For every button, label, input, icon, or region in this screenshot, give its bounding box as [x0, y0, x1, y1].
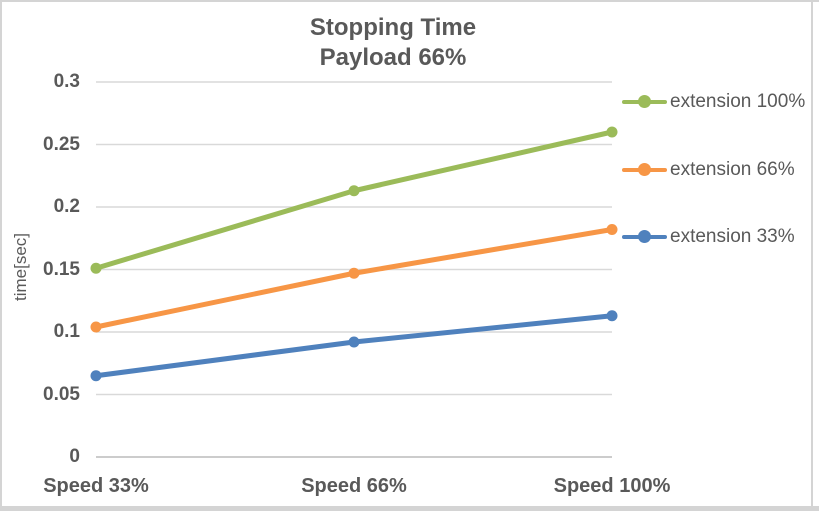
legend-item-extension-100: extension 100% — [622, 89, 805, 115]
legend-item-extension-66: extension 66% — [622, 157, 795, 183]
legend-label: extension 100% — [670, 91, 806, 112]
legend-line-marker-icon — [622, 157, 667, 183]
legend-line-marker-icon — [622, 224, 667, 250]
data-point-marker — [90, 262, 102, 274]
data-point-marker — [606, 310, 618, 322]
data-point-marker — [606, 224, 618, 235]
x-category-label: Speed 100% — [553, 475, 671, 497]
legend-label: extension 66% — [670, 158, 795, 180]
y-tick-label: 0 — [69, 446, 80, 467]
y-tick-label: 0.1 — [53, 321, 80, 342]
y-tick-label: 0.05 — [43, 383, 80, 405]
legend-line-marker-icon — [622, 89, 667, 115]
x-category-label: Speed 66% — [301, 475, 407, 497]
legend-marker-dot — [638, 95, 651, 108]
x-category-label: Speed 33% — [43, 475, 149, 497]
legend-marker-dot — [638, 162, 651, 176]
legend-label: extension 33% — [670, 226, 795, 247]
data-point-marker — [348, 336, 360, 348]
legend-marker-dot — [638, 230, 651, 243]
chart-title-line-1: Stopping Time — [309, 14, 477, 41]
data-point-marker — [90, 321, 102, 333]
y-tick-label: 0.25 — [43, 133, 80, 155]
chart-border-left — [0, 0, 2, 511]
data-point-marker — [348, 185, 360, 197]
legend-item-extension-33: extension 33% — [622, 224, 795, 250]
chart-title-line-2: Payload 66% — [319, 44, 467, 71]
chart-border-right — [811, 0, 813, 506]
data-point-marker — [348, 267, 360, 279]
data-point-marker — [90, 370, 102, 382]
chart-border-bottom — [0, 506, 819, 511]
y-tick-label: 0.15 — [43, 258, 80, 280]
chart-border-top — [0, 0, 819, 2]
y-tick-label: 0.3 — [53, 71, 80, 92]
data-point-marker — [606, 126, 618, 138]
series-line-extension-100 — [93, 129, 615, 271]
y-tick-label: 0.2 — [53, 196, 80, 217]
chart-title: Stopping Time Payload 66% — [0, 13, 786, 73]
